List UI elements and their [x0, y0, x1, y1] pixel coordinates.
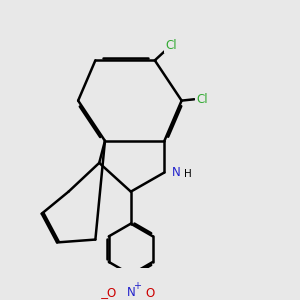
- Text: Cl: Cl: [165, 39, 177, 52]
- Text: O: O: [146, 287, 155, 300]
- Text: +: +: [133, 281, 141, 291]
- Text: O: O: [106, 287, 115, 300]
- Text: N: N: [172, 166, 181, 179]
- Text: H: H: [184, 169, 192, 179]
- Text: −: −: [100, 294, 110, 300]
- Text: Cl: Cl: [196, 93, 208, 106]
- Text: N: N: [127, 286, 135, 298]
